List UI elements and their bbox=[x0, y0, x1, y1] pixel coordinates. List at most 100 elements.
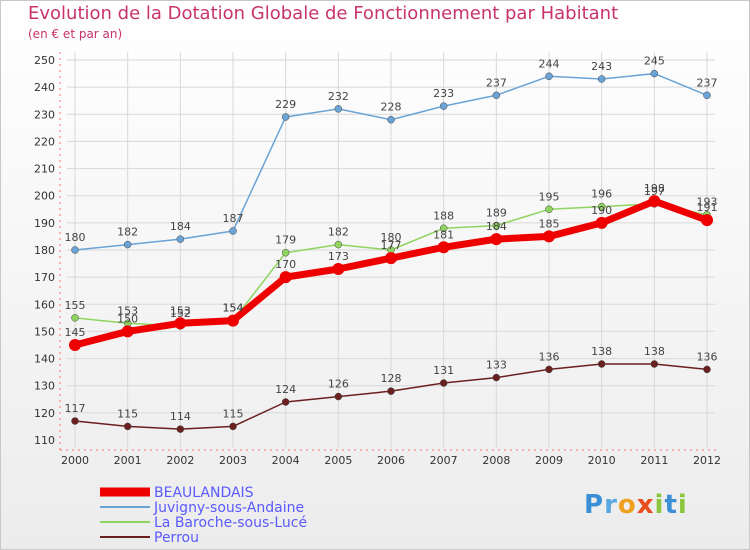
data-point bbox=[701, 214, 713, 227]
data-point bbox=[545, 365, 553, 374]
data-point bbox=[492, 373, 501, 382]
data-point bbox=[439, 102, 448, 110]
data-point bbox=[439, 224, 448, 233]
data-point bbox=[281, 248, 290, 257]
data-label: 117 bbox=[65, 402, 86, 415]
y-tick-label: 210 bbox=[34, 163, 55, 176]
data-label: 229 bbox=[275, 98, 296, 111]
y-tick-label: 180 bbox=[34, 244, 55, 257]
data-label: 232 bbox=[328, 90, 349, 103]
data-label: 126 bbox=[328, 378, 349, 391]
data-label: 189 bbox=[486, 207, 507, 220]
x-tick-label: 2003 bbox=[219, 454, 247, 467]
y-tick-label: 230 bbox=[34, 108, 55, 121]
data-label: 244 bbox=[539, 57, 560, 70]
y-tick-label: 190 bbox=[34, 217, 55, 230]
legend-label: La Baroche-sous-Lucé bbox=[154, 515, 307, 531]
data-point bbox=[595, 216, 608, 229]
data-point bbox=[492, 91, 501, 100]
data-label: 198 bbox=[644, 182, 665, 195]
data-point bbox=[176, 425, 185, 433]
logo-letter: x bbox=[636, 490, 655, 520]
data-point bbox=[650, 69, 659, 78]
data-point bbox=[597, 75, 606, 83]
y-tick-label: 110 bbox=[34, 434, 55, 447]
data-label: 179 bbox=[275, 234, 296, 247]
data-label: 191 bbox=[697, 201, 718, 214]
data-point bbox=[176, 235, 185, 243]
logo-letter: P bbox=[584, 490, 605, 520]
x-tick-label: 2005 bbox=[324, 454, 352, 467]
legend-label: BEAULANDAIS bbox=[154, 485, 254, 501]
data-label: 150 bbox=[117, 312, 138, 325]
data-label: 182 bbox=[328, 226, 349, 239]
data-label: 190 bbox=[591, 204, 612, 217]
logo-letter: o bbox=[617, 490, 637, 520]
data-label: 114 bbox=[170, 410, 191, 423]
y-tick-label: 170 bbox=[34, 271, 55, 284]
data-label: 154 bbox=[223, 302, 244, 315]
data-label: 177 bbox=[381, 239, 402, 252]
data-label: 115 bbox=[117, 407, 138, 420]
data-point bbox=[492, 221, 501, 230]
data-point bbox=[545, 72, 553, 81]
data-point bbox=[597, 360, 606, 368]
y-tick-label: 200 bbox=[34, 190, 55, 203]
x-tick-label: 2002 bbox=[166, 454, 194, 467]
data-label: 185 bbox=[539, 217, 560, 230]
logo-letter: i bbox=[654, 490, 665, 520]
data-point bbox=[648, 195, 661, 208]
chart-title: Evolution de la Dotation Globale de Fonc… bbox=[28, 3, 619, 24]
x-tick-label: 2010 bbox=[588, 454, 616, 467]
data-point bbox=[281, 113, 290, 121]
data-label: 196 bbox=[591, 188, 612, 201]
y-tick-label: 250 bbox=[34, 54, 55, 67]
data-label: 181 bbox=[433, 228, 454, 241]
data-point bbox=[121, 325, 134, 338]
data-point bbox=[334, 240, 343, 249]
data-label: 138 bbox=[644, 345, 665, 358]
data-label: 153 bbox=[170, 304, 191, 317]
data-label: 182 bbox=[117, 226, 138, 239]
data-label: 173 bbox=[328, 250, 349, 263]
proxiti-logo: Proxiti bbox=[584, 490, 688, 520]
data-label: 237 bbox=[697, 76, 718, 89]
data-point bbox=[437, 241, 450, 254]
data-label: 197 bbox=[644, 185, 665, 198]
x-tick-label: 2008 bbox=[482, 454, 510, 467]
data-label: 245 bbox=[644, 55, 665, 68]
x-tick-label: 2000 bbox=[61, 454, 89, 467]
data-point bbox=[279, 271, 292, 284]
axes: 110 120 130 140 150 160 170 180 190 200 210 220 230 2… bbox=[34, 52, 721, 467]
legend-label: Perrou bbox=[154, 530, 199, 546]
data-point bbox=[439, 379, 448, 387]
data-point bbox=[281, 398, 290, 406]
x-tick-label: 2004 bbox=[272, 454, 300, 467]
gridlines bbox=[67, 52, 715, 448]
logo-letter: t bbox=[664, 490, 678, 520]
data-point bbox=[229, 227, 237, 235]
data-point bbox=[490, 233, 503, 246]
data-label: 145 bbox=[65, 326, 86, 339]
data-point bbox=[545, 205, 553, 214]
data-point bbox=[703, 365, 711, 374]
y-tick-label: 240 bbox=[34, 81, 55, 94]
data-label: 243 bbox=[591, 60, 612, 73]
data-label: 155 bbox=[65, 299, 86, 312]
y-tick-label: 120 bbox=[34, 407, 55, 420]
y-tick-label: 130 bbox=[34, 380, 55, 393]
data-point bbox=[334, 392, 343, 401]
data-point bbox=[71, 246, 79, 254]
data-point bbox=[703, 91, 711, 100]
data-point bbox=[334, 105, 343, 113]
data-point bbox=[385, 252, 397, 265]
data-point bbox=[227, 314, 239, 327]
legend-label: Juvigny-sous-Andaine bbox=[153, 500, 304, 516]
chart-subtitle: (en € et par an) bbox=[28, 27, 123, 41]
data-label: 184 bbox=[170, 220, 191, 233]
x-tick-label: 2011 bbox=[640, 454, 668, 467]
